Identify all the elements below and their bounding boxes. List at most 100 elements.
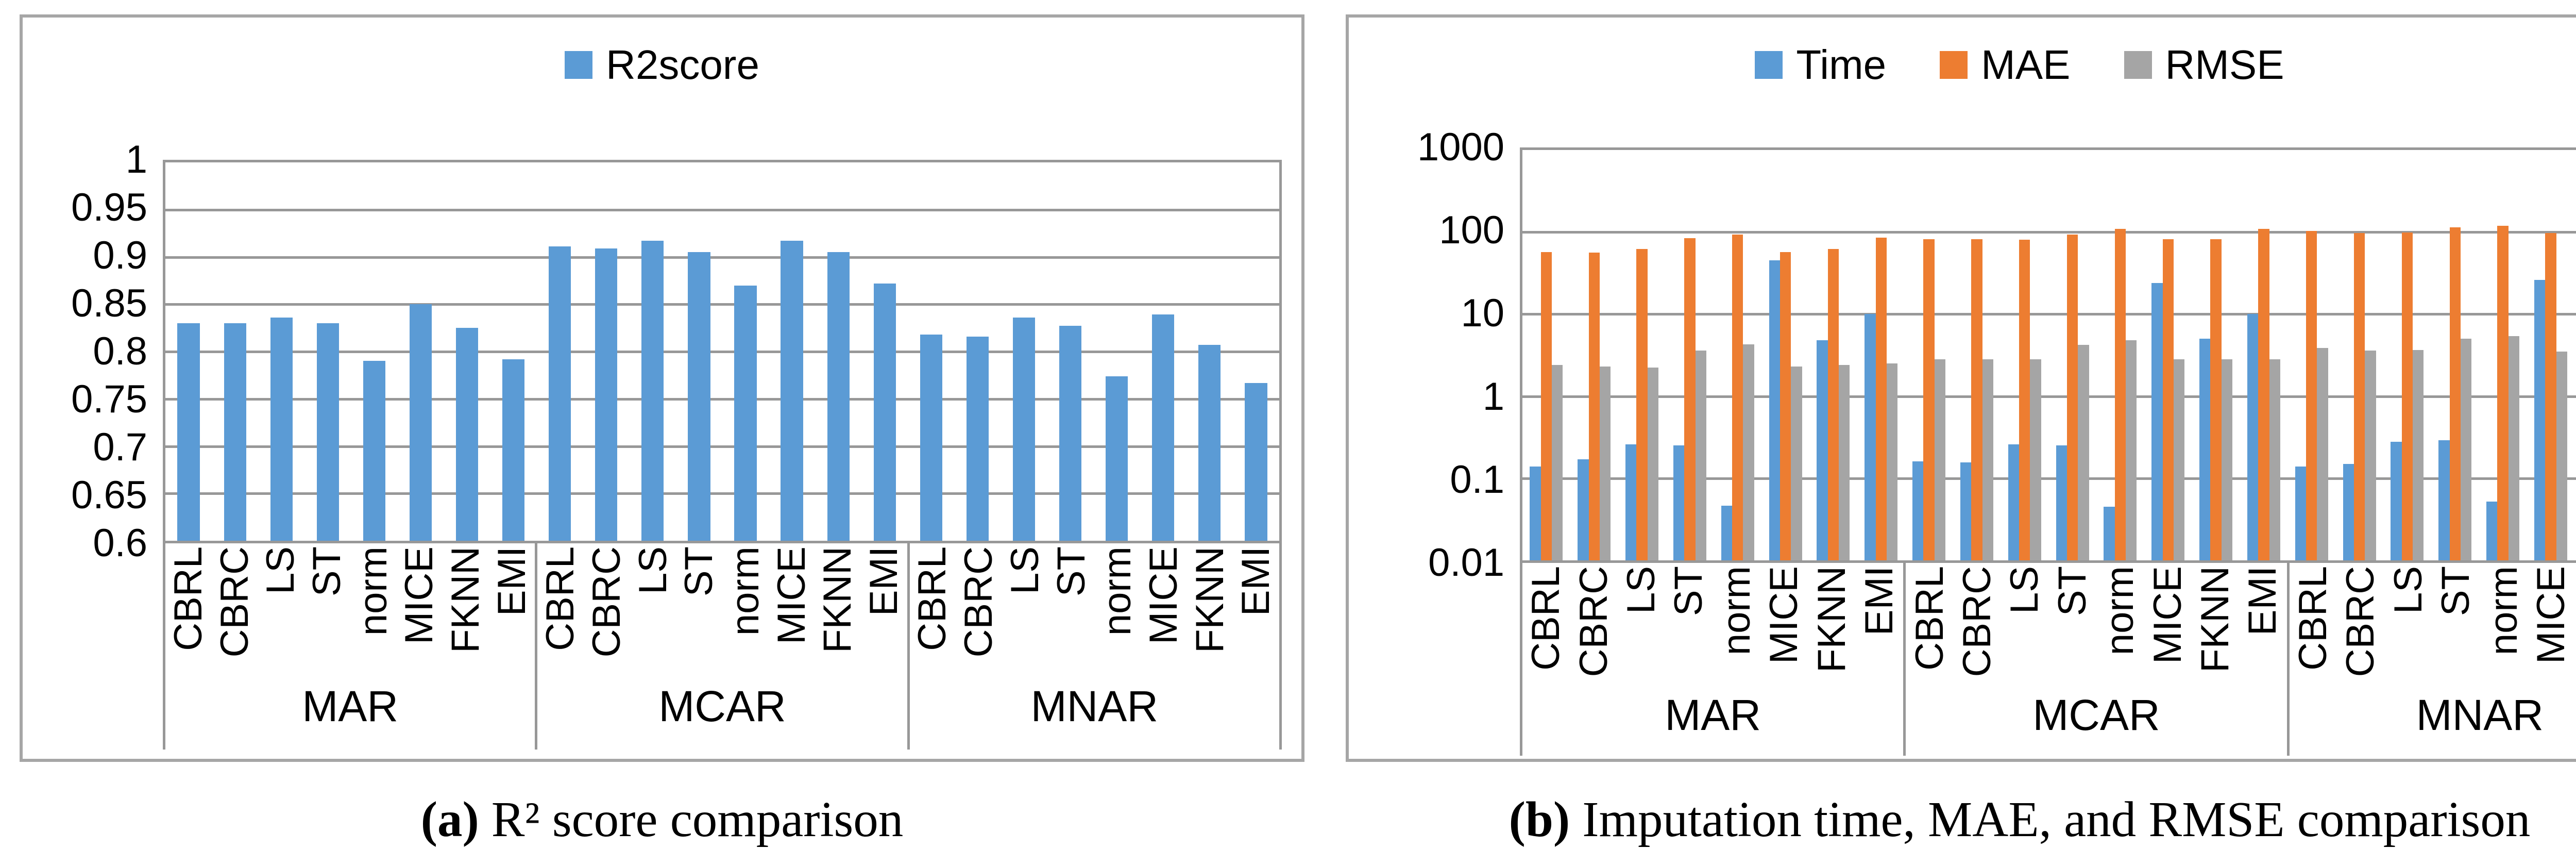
bar-RMSE-MNAR-CBRL (2317, 347, 2328, 560)
bar-R2score-MAR-CBRC (224, 323, 246, 541)
x-group-MAR: CBRL CBRC LS ST norm MICE FKNN EMI MAR (163, 543, 538, 750)
bar-Time-MAR-CBRC (1578, 459, 1589, 560)
bar-Time-MAR-FKNN (1817, 340, 1828, 560)
bar-Time-MNAR-ST (2438, 440, 2450, 560)
legend-a: R2score (23, 44, 1301, 86)
x-label-MAR-LS: LS (1619, 566, 1664, 614)
x-label-MCAR-FKNN: FKNN (816, 546, 860, 653)
slot-MAR-norm (1714, 150, 1761, 560)
x-label-cell-MCAR-CBRL: CBRL (1906, 563, 1953, 674)
x-label-MAR-MICE: MICE (397, 546, 442, 644)
bar-group-MAR (1522, 150, 1905, 560)
x-label-MAR-FKNN: FKNN (1809, 566, 1854, 673)
bar-RMSE-MCAR-CBRC (1982, 359, 1993, 560)
bar-MAE-MCAR-CBRL (1923, 239, 1935, 560)
y-tick-label-1000: 1000 (1417, 125, 1504, 169)
y-tick-label-0.85: 0.85 (71, 281, 147, 325)
bar-R2score-MNAR-CBRL (920, 334, 942, 541)
bar-RMSE-MAR-EMI (1886, 363, 1898, 560)
caption-b: (b) Imputation time, MAE, and RMSE compar… (1346, 790, 2576, 850)
caption-b-text: Imputation time, MAE, and RMSE compariso… (1582, 792, 2531, 847)
bar-R2score-MNAR-EMI (1245, 382, 1267, 541)
slot-MCAR-norm (722, 162, 769, 541)
slot-MCAR-MICE (769, 162, 815, 541)
x-label-cell-MAR-CBRC: CBRC (212, 543, 258, 663)
x-label-MAR-ST: ST (1667, 566, 1711, 617)
x-label-MAR-MICE: MICE (1762, 566, 1806, 664)
slot-MNAR-norm (2479, 150, 2527, 560)
slot-MNAR-CBRL (2287, 150, 2335, 560)
bar-group-MAR (165, 162, 537, 541)
x-group-MCAR: CBRL CBRC LS ST norm MICE FKNN EMI MCAR (1906, 563, 2290, 756)
x-label-MCAR-ST: ST (677, 546, 721, 597)
slot-MAR-FKNN (444, 162, 490, 541)
bar-RMSE-MNAR-norm (2508, 336, 2520, 560)
x-label-MCAR-FKNN: FKNN (2193, 566, 2238, 673)
slot-MAR-ST (1666, 150, 1714, 560)
x-label-MNAR-norm: norm (1095, 546, 1140, 636)
bar-Time-MAR-ST (1673, 445, 1685, 560)
x-label-cell-MCAR-norm: norm (2096, 563, 2144, 674)
caption-b-label: (b) (1509, 792, 1570, 847)
x-label-MCAR-MICE: MICE (2145, 566, 2190, 664)
bar-R2score-MNAR-FKNN (1198, 345, 1221, 541)
bar-group-MNAR (908, 162, 1279, 541)
legend-entry-RMSE: RMSE (2124, 44, 2284, 86)
slot-MCAR-EMI (2240, 150, 2287, 560)
bar-MAE-MNAR-MICE (2545, 233, 2556, 560)
slot-MAR-CBRC (1570, 150, 1618, 560)
plot-area-a (163, 160, 1282, 543)
bar-MAE-MCAR-FKNN (2210, 239, 2222, 560)
bar-group-MCAR (1905, 150, 2288, 560)
bar-R2score-MCAR-CBRL (549, 246, 571, 541)
legend-entry-R2score: R2score (565, 44, 759, 86)
x-label-cell-MCAR-EMI: EMI (2239, 563, 2286, 674)
bar-MAE-MNAR-CBRL (2306, 230, 2317, 560)
bar-R2score-MNAR-norm (1106, 376, 1128, 541)
x-label-MCAR-LS: LS (631, 546, 675, 594)
x-label-cell-MNAR-norm: norm (1094, 543, 1141, 663)
caption-a-label: (a) (420, 792, 479, 847)
bar-Time-MNAR-norm (2486, 502, 2498, 560)
x-labels-row-MAR: CBRL CBRC LS ST norm MICE FKNN EMI (165, 543, 535, 663)
x-label-cell-MAR-CBRC: CBRC (1570, 563, 1617, 677)
x-label-cell-MCAR-MICE: MICE (769, 543, 815, 663)
x-label-MNAR-LS: LS (1003, 546, 1047, 594)
y-tick-label-0.8: 0.8 (93, 329, 147, 373)
bar-R2score-MAR-CBRL (177, 323, 200, 541)
x-label-MNAR-ST: ST (1049, 546, 1093, 597)
x-label-cell-MAR-norm: norm (350, 543, 397, 663)
y-tick-label-1: 1 (125, 138, 147, 181)
gridline-1 (1522, 395, 2576, 398)
bar-RMSE-MAR-ST (1695, 351, 1706, 560)
slot-MNAR-MICE (1140, 162, 1187, 541)
x-label-cell-MAR-ST: ST (304, 543, 350, 663)
x-label-cell-MCAR-FKNN: FKNN (815, 543, 861, 663)
caption-a: (a) R² score comparison (20, 790, 1304, 850)
legend-label-RMSE: RMSE (2165, 42, 2284, 88)
panel-a-r2-chart: R2score 1 0.95 0.9 0.85 0.8 0.75 0.7 0.65 0.6 CB… (20, 14, 1304, 762)
bar-R2score-MCAR-MICE (781, 241, 803, 541)
slot-MAR-CBRC (212, 162, 258, 541)
bar-MAE-MAR-FKNN (1827, 249, 1839, 560)
x-label-MCAR-LS: LS (2003, 566, 2047, 614)
slot-MNAR-LS (1001, 162, 1047, 541)
slot-MNAR-norm (1094, 162, 1140, 541)
bar-RMSE-MCAR-norm (2126, 340, 2137, 560)
x-label-MNAR-EMI: EMI (1234, 546, 1278, 617)
y-tick-label-0.01: 0.01 (1428, 541, 1504, 585)
bar-group-MCAR (537, 162, 908, 541)
legend-entry-Time: Time (1755, 44, 1886, 86)
x-label-cell-MNAR-EMI: EMI (1233, 543, 1279, 663)
group-label-MAR: MAR (1665, 690, 1761, 739)
bar-MAE-MNAR-norm (2497, 225, 2509, 560)
x-label-cell-MAR-LS: LS (258, 543, 304, 663)
slot-MCAR-LS (2001, 150, 2048, 560)
bar-RMSE-MAR-CBRC (1599, 367, 1611, 560)
y-tick-label-0.75: 0.75 (71, 377, 147, 421)
group-label-MAR: MAR (302, 681, 398, 730)
bar-RMSE-MAR-norm (1743, 344, 1754, 560)
slot-MCAR-FKNN (2192, 150, 2240, 560)
slot-MAR-norm (351, 162, 397, 541)
x-label-cell-MCAR-ST: ST (676, 543, 722, 663)
